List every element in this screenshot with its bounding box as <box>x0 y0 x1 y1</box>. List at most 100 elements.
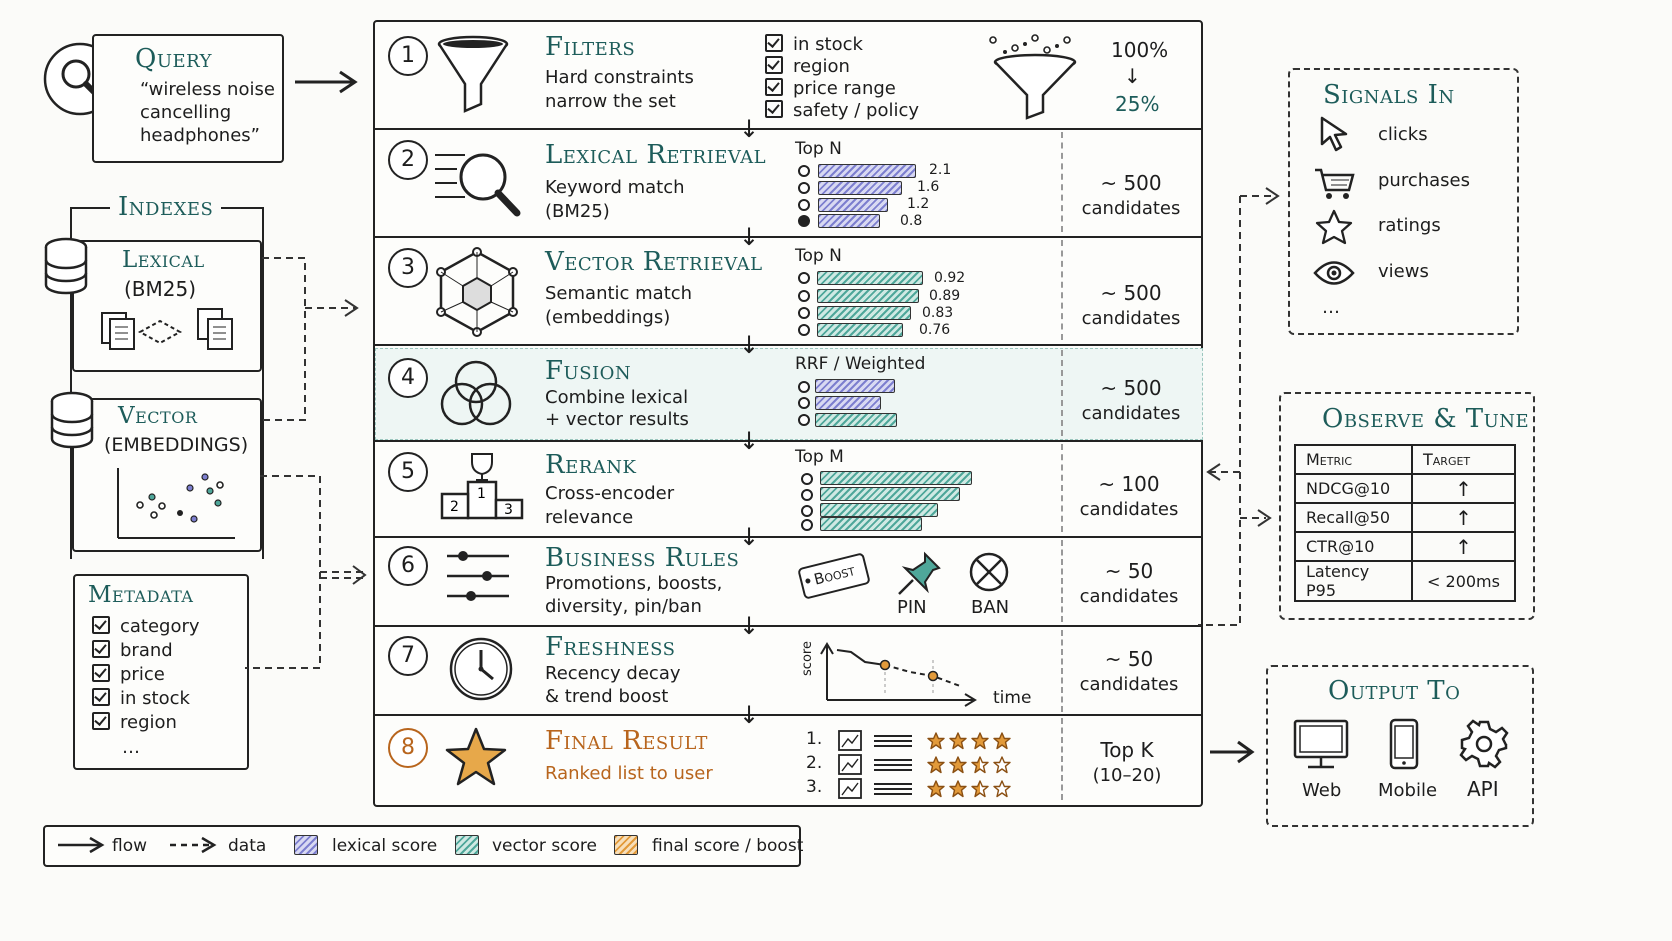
output-web: Web <box>1302 780 1342 801</box>
list-dot <box>801 489 813 501</box>
metric-target: < 200ms <box>1411 560 1516 602</box>
funnel-icon <box>437 35 509 113</box>
fusion-bar-1 <box>815 379 895 393</box>
stage-5-count: ~ 100 candidates <box>1079 472 1179 520</box>
stage-3-number: 3 <box>388 248 428 288</box>
metadata-item-brand: brand <box>92 638 173 663</box>
stage-1-desc-1: Hard constraints <box>545 67 694 88</box>
query-text-1: “wireless noise <box>140 79 275 100</box>
freshness-y-axis-label: score <box>799 641 815 676</box>
vector-score-3: 0.83 <box>922 305 954 321</box>
legend-data-arrow <box>170 836 217 854</box>
list-dot <box>801 519 813 531</box>
stage-5-title: Rerank <box>545 450 637 480</box>
stage-4-desc-2: + vector results <box>545 409 689 430</box>
stage-7-desc-1: Recency decay <box>545 663 681 684</box>
list-dot <box>798 165 810 177</box>
stage-1-desc-2: narrow the set <box>545 91 676 112</box>
list-dot <box>798 324 810 336</box>
metadata-box <box>73 574 249 770</box>
database-icon <box>50 391 94 449</box>
query-title: Query <box>135 44 213 74</box>
stage-8-number: 8 <box>388 728 428 768</box>
eye-icon <box>1313 261 1355 285</box>
fusion-highlight <box>375 348 1203 440</box>
pin-icon <box>898 551 941 595</box>
legend-flow-arrow <box>58 836 105 854</box>
stage-3-desc-2: (embeddings) <box>545 307 671 328</box>
signal-purchases: purchases <box>1378 170 1471 191</box>
filter-pct-bottom: 25% <box>1115 92 1160 116</box>
lexical-score-1: 2.1 <box>929 162 952 178</box>
table-row: CTR@10 ↑ <box>1294 531 1516 562</box>
stage-5-desc-2: relevance <box>545 507 634 528</box>
output-title: Output To <box>1328 676 1461 706</box>
metric-header: Metric <box>1294 444 1413 475</box>
stage-5-number: 5 <box>388 452 428 492</box>
flow-arrow: ↓ <box>739 523 760 551</box>
flow-arrow: ↓ <box>739 701 760 729</box>
ban-label: BAN <box>971 597 1010 618</box>
database-icon <box>44 237 88 295</box>
legend-flow-label: flow <box>112 836 148 856</box>
clock-icon <box>449 637 513 701</box>
scatter-plot-icon <box>117 468 235 539</box>
output-mobile: Mobile <box>1378 780 1438 801</box>
stage-7-count: ~ 50 candidates <box>1079 647 1179 695</box>
output-box <box>1266 665 1534 827</box>
list-dot <box>798 215 810 227</box>
lexical-index-sub: (BM25) <box>124 277 197 301</box>
vector-score-4: 0.76 <box>919 322 951 338</box>
output-arrow <box>1210 740 1255 764</box>
table-row: NDCG@10 ↑ <box>1294 473 1516 504</box>
query-text-2: cancelling <box>140 102 232 123</box>
freshness-x-axis-label: time <box>993 688 1032 708</box>
ranked-item <box>838 778 1011 799</box>
lexical-score-3: 1.2 <box>907 196 930 212</box>
stage-6-count: ~ 50 candidates <box>1079 559 1179 607</box>
svg-text:2: 2 <box>450 499 459 515</box>
sliders-icon <box>447 551 509 601</box>
metric-name: Latency P95 <box>1294 560 1413 602</box>
cursor-icon <box>1320 116 1348 152</box>
vector-bar-4 <box>817 323 903 337</box>
list-dot <box>798 199 810 211</box>
filter-check-region: region <box>765 54 850 79</box>
stage-8-title: Final Result <box>545 726 708 756</box>
metadata-item-region: region <box>92 710 177 735</box>
query-box <box>92 34 284 163</box>
list-dot <box>798 381 810 393</box>
rerank-bar-3 <box>820 503 938 517</box>
legend <box>43 825 801 867</box>
star-icon <box>445 727 507 786</box>
signals-title: Signals In <box>1323 80 1455 110</box>
lexical-bar-3 <box>818 198 888 212</box>
signals-box <box>1288 68 1519 335</box>
table-row: Latency P95 < 200ms <box>1294 560 1516 602</box>
lexical-score-4: 0.8 <box>900 213 923 229</box>
stage-2-count: ~ 500 candidates <box>1081 171 1181 219</box>
indexes-section: Indexes Lexical (BM25) Vector (EMBEDDING… <box>40 192 280 565</box>
flow-arrow: ↓ <box>739 612 760 640</box>
metric-target: ↑ <box>1411 502 1516 533</box>
filter-check-safety: safety / policy <box>765 98 919 123</box>
stage-1-number: 1 <box>388 36 428 76</box>
filter-pct-arrow: ↓ <box>1124 64 1141 88</box>
stage-6-desc-1: Promotions, boosts, <box>545 573 723 594</box>
stage-2-number: 2 <box>388 140 428 180</box>
filter-pct-top: 100% <box>1111 38 1169 62</box>
stage-8-desc: Ranked list to user <box>545 763 713 784</box>
legend-final-label: final score / boost <box>652 836 804 856</box>
table-row: Recall@50 ↑ <box>1294 502 1516 533</box>
list-dot <box>798 414 810 426</box>
svg-text:3: 3 <box>504 502 513 518</box>
legend-data-label: data <box>228 836 267 856</box>
metric-name: Recall@50 <box>1294 502 1413 533</box>
lexical-bar-2 <box>818 181 902 195</box>
list-dot <box>798 182 810 194</box>
metric-name: CTR@10 <box>1294 531 1413 562</box>
svg-text:1: 1 <box>477 486 486 502</box>
legend-vector-swatch <box>455 835 479 855</box>
legend-lexical-swatch <box>294 835 318 855</box>
podium-trophy-icon: 1 2 3 <box>440 453 524 520</box>
